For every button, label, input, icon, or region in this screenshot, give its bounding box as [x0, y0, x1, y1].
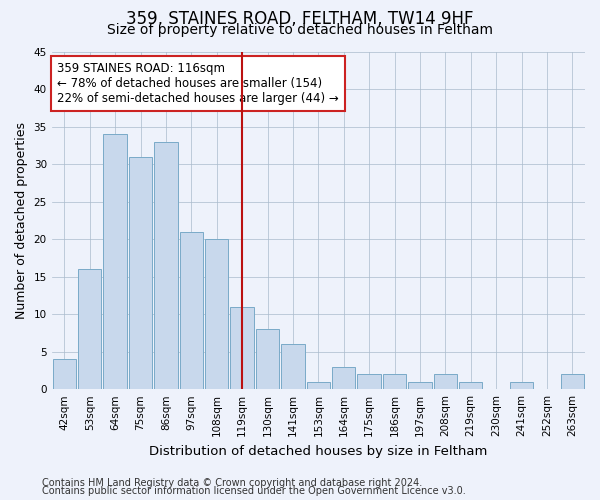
Text: Contains public sector information licensed under the Open Government Licence v3: Contains public sector information licen…	[42, 486, 466, 496]
Bar	[408, 382, 431, 389]
Bar	[358, 374, 381, 389]
X-axis label: Distribution of detached houses by size in Feltham: Distribution of detached houses by size …	[149, 444, 488, 458]
Text: Contains HM Land Registry data © Crown copyright and database right 2024.: Contains HM Land Registry data © Crown c…	[42, 478, 422, 488]
Text: 359, STAINES ROAD, FELTHAM, TW14 9HF: 359, STAINES ROAD, FELTHAM, TW14 9HF	[126, 10, 474, 28]
Bar	[129, 156, 152, 389]
Bar	[459, 382, 482, 389]
Y-axis label: Number of detached properties: Number of detached properties	[15, 122, 28, 319]
Bar	[383, 374, 406, 389]
Bar	[332, 366, 355, 389]
Text: Size of property relative to detached houses in Feltham: Size of property relative to detached ho…	[107, 23, 493, 37]
Bar	[205, 239, 229, 389]
Bar	[53, 359, 76, 389]
Bar	[281, 344, 305, 389]
Bar	[560, 374, 584, 389]
Bar	[510, 382, 533, 389]
Bar	[179, 232, 203, 389]
Bar	[230, 306, 254, 389]
Bar	[78, 269, 101, 389]
Bar	[103, 134, 127, 389]
Bar	[256, 329, 279, 389]
Bar	[307, 382, 330, 389]
Bar	[434, 374, 457, 389]
Bar	[154, 142, 178, 389]
Text: 359 STAINES ROAD: 116sqm
← 78% of detached houses are smaller (154)
22% of semi-: 359 STAINES ROAD: 116sqm ← 78% of detach…	[57, 62, 339, 104]
